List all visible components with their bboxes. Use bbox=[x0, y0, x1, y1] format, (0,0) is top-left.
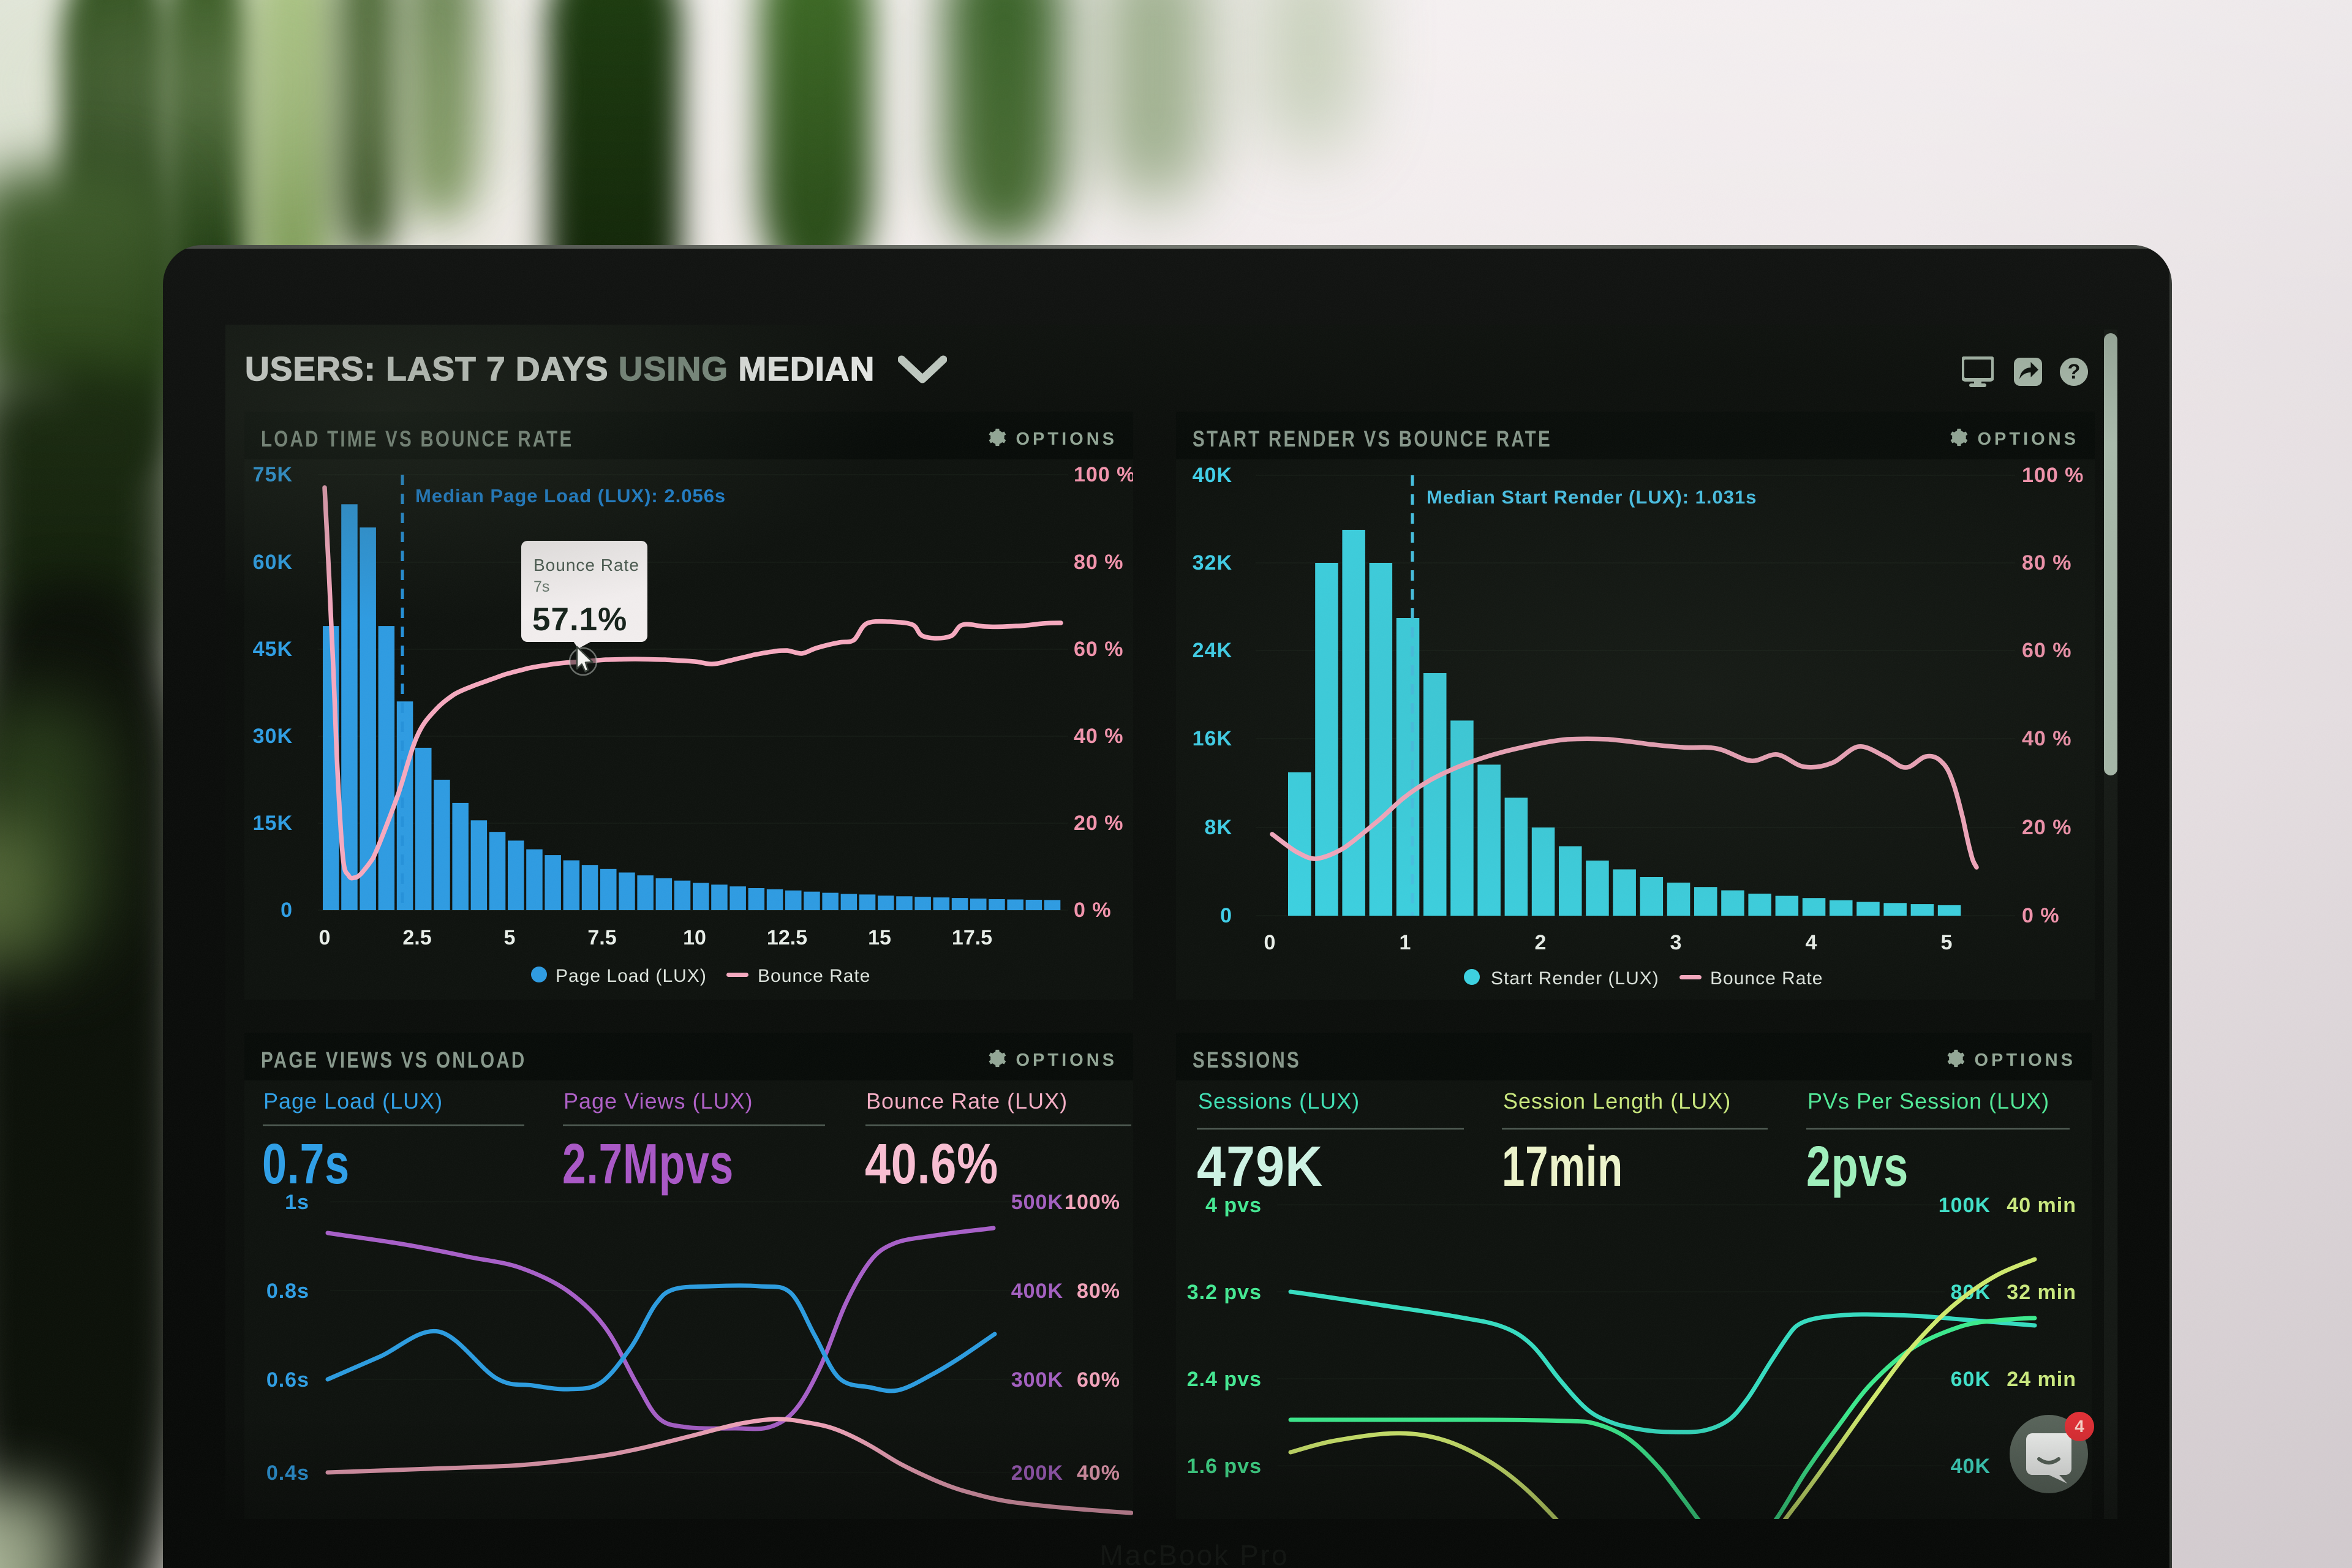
svg-text:2.4 pvs: 2.4 pvs bbox=[1187, 1368, 1262, 1391]
svg-text:3: 3 bbox=[1670, 931, 1682, 954]
svg-text:Bounce Rate: Bounce Rate bbox=[758, 966, 870, 986]
svg-text:Start Render (LUX): Start Render (LUX) bbox=[1491, 968, 1659, 989]
svg-text:0: 0 bbox=[1264, 931, 1276, 954]
svg-text:0 %: 0 % bbox=[2022, 904, 2060, 927]
svg-text:30K: 30K bbox=[253, 725, 293, 748]
svg-text:60K: 60K bbox=[253, 551, 293, 574]
svg-text:400K: 400K bbox=[1011, 1280, 1063, 1303]
svg-text:40 %: 40 % bbox=[2022, 727, 2072, 750]
svg-text:0.8s: 0.8s bbox=[266, 1280, 309, 1303]
svg-text:40K: 40K bbox=[1193, 464, 1232, 487]
svg-text:Bounce Rate: Bounce Rate bbox=[1710, 968, 1823, 989]
svg-text:12.5: 12.5 bbox=[767, 926, 807, 949]
svg-text:4 pvs: 4 pvs bbox=[1205, 1194, 1262, 1217]
svg-text:300K: 300K bbox=[1011, 1368, 1063, 1392]
svg-text:?: ? bbox=[2068, 360, 2081, 383]
svg-text:100K: 100K bbox=[1939, 1194, 1991, 1217]
svg-text:3.2 pvs: 3.2 pvs bbox=[1187, 1281, 1262, 1304]
svg-text:100%: 100% bbox=[1065, 1191, 1120, 1214]
svg-text:40 min: 40 min bbox=[2007, 1194, 2076, 1217]
svg-text:40 %: 40 % bbox=[1074, 725, 1124, 748]
svg-text:60K: 60K bbox=[1951, 1368, 1991, 1391]
svg-text:5: 5 bbox=[1941, 931, 1953, 954]
svg-text:Sessions (LUX): Sessions (LUX) bbox=[1198, 1088, 1360, 1114]
svg-text:10: 10 bbox=[683, 926, 706, 949]
svg-text:24K: 24K bbox=[1193, 639, 1232, 662]
svg-text:0: 0 bbox=[319, 926, 331, 949]
svg-text:0: 0 bbox=[281, 899, 293, 922]
svg-text:16K: 16K bbox=[1193, 727, 1232, 750]
svg-text:2.7Mpvs: 2.7Mpvs bbox=[562, 1132, 734, 1196]
svg-text:1: 1 bbox=[1400, 931, 1411, 954]
svg-text:PVs Per Session (LUX): PVs Per Session (LUX) bbox=[1807, 1088, 2049, 1114]
svg-text:60 %: 60 % bbox=[2022, 639, 2072, 662]
svg-text:15: 15 bbox=[868, 926, 891, 949]
svg-text:45K: 45K bbox=[253, 638, 293, 661]
svg-text:5: 5 bbox=[504, 926, 516, 949]
svg-text:0 %: 0 % bbox=[1074, 899, 1112, 922]
svg-text:2pvs: 2pvs bbox=[1806, 1134, 1909, 1198]
svg-text:7.5: 7.5 bbox=[587, 926, 616, 949]
svg-text:Bounce Rate (LUX): Bounce Rate (LUX) bbox=[866, 1088, 1068, 1114]
svg-text:40.6%: 40.6% bbox=[865, 1132, 998, 1196]
svg-text:40%: 40% bbox=[1077, 1461, 1120, 1485]
svg-text:8K: 8K bbox=[1205, 816, 1232, 839]
svg-text:75K: 75K bbox=[253, 463, 293, 486]
svg-text:32K: 32K bbox=[1193, 551, 1232, 575]
svg-text:60%: 60% bbox=[1077, 1368, 1120, 1392]
svg-text:Median Page Load (LUX): 2.056s: Median Page Load (LUX): 2.056s bbox=[415, 485, 726, 507]
svg-text:100 %: 100 % bbox=[1074, 463, 1133, 486]
svg-text:4: 4 bbox=[1806, 931, 1817, 954]
svg-text:80%: 80% bbox=[1077, 1280, 1120, 1303]
svg-text:17min: 17min bbox=[1502, 1134, 1623, 1198]
svg-text:Page Load (LUX): Page Load (LUX) bbox=[556, 966, 707, 986]
svg-text:80 %: 80 % bbox=[1074, 551, 1124, 574]
svg-text:80 %: 80 % bbox=[2022, 551, 2072, 575]
svg-text:20 %: 20 % bbox=[1074, 812, 1124, 835]
svg-text:500K: 500K bbox=[1011, 1191, 1063, 1214]
svg-text:100 %: 100 % bbox=[2022, 464, 2084, 487]
svg-text:32 min: 32 min bbox=[2007, 1281, 2076, 1304]
svg-text:1.6 pvs: 1.6 pvs bbox=[1187, 1455, 1262, 1478]
svg-text:24 min: 24 min bbox=[2007, 1368, 2076, 1391]
svg-text:0: 0 bbox=[1220, 904, 1232, 927]
svg-text:479K: 479K bbox=[1197, 1134, 1323, 1198]
svg-text:20 %: 20 % bbox=[2022, 816, 2072, 839]
svg-text:Median Start Render (LUX): 1.0: Median Start Render (LUX): 1.031s bbox=[1427, 486, 1757, 508]
svg-text:2.5: 2.5 bbox=[402, 926, 431, 949]
svg-text:1s: 1s bbox=[285, 1191, 309, 1214]
svg-text:Page Load (LUX): Page Load (LUX) bbox=[263, 1088, 443, 1114]
svg-text:0.4s: 0.4s bbox=[266, 1461, 309, 1485]
svg-text:0.6s: 0.6s bbox=[266, 1368, 309, 1392]
svg-text:15K: 15K bbox=[253, 812, 293, 835]
svg-text:Session Length (LUX): Session Length (LUX) bbox=[1503, 1088, 1731, 1114]
svg-text:Page Views (LUX): Page Views (LUX) bbox=[564, 1088, 753, 1114]
svg-text:17.5: 17.5 bbox=[952, 926, 992, 949]
svg-text:60 %: 60 % bbox=[1074, 638, 1124, 661]
svg-text:40K: 40K bbox=[1951, 1455, 1991, 1478]
svg-text:2: 2 bbox=[1535, 931, 1547, 954]
svg-text:0.7s: 0.7s bbox=[262, 1132, 350, 1196]
svg-text:200K: 200K bbox=[1011, 1461, 1063, 1485]
